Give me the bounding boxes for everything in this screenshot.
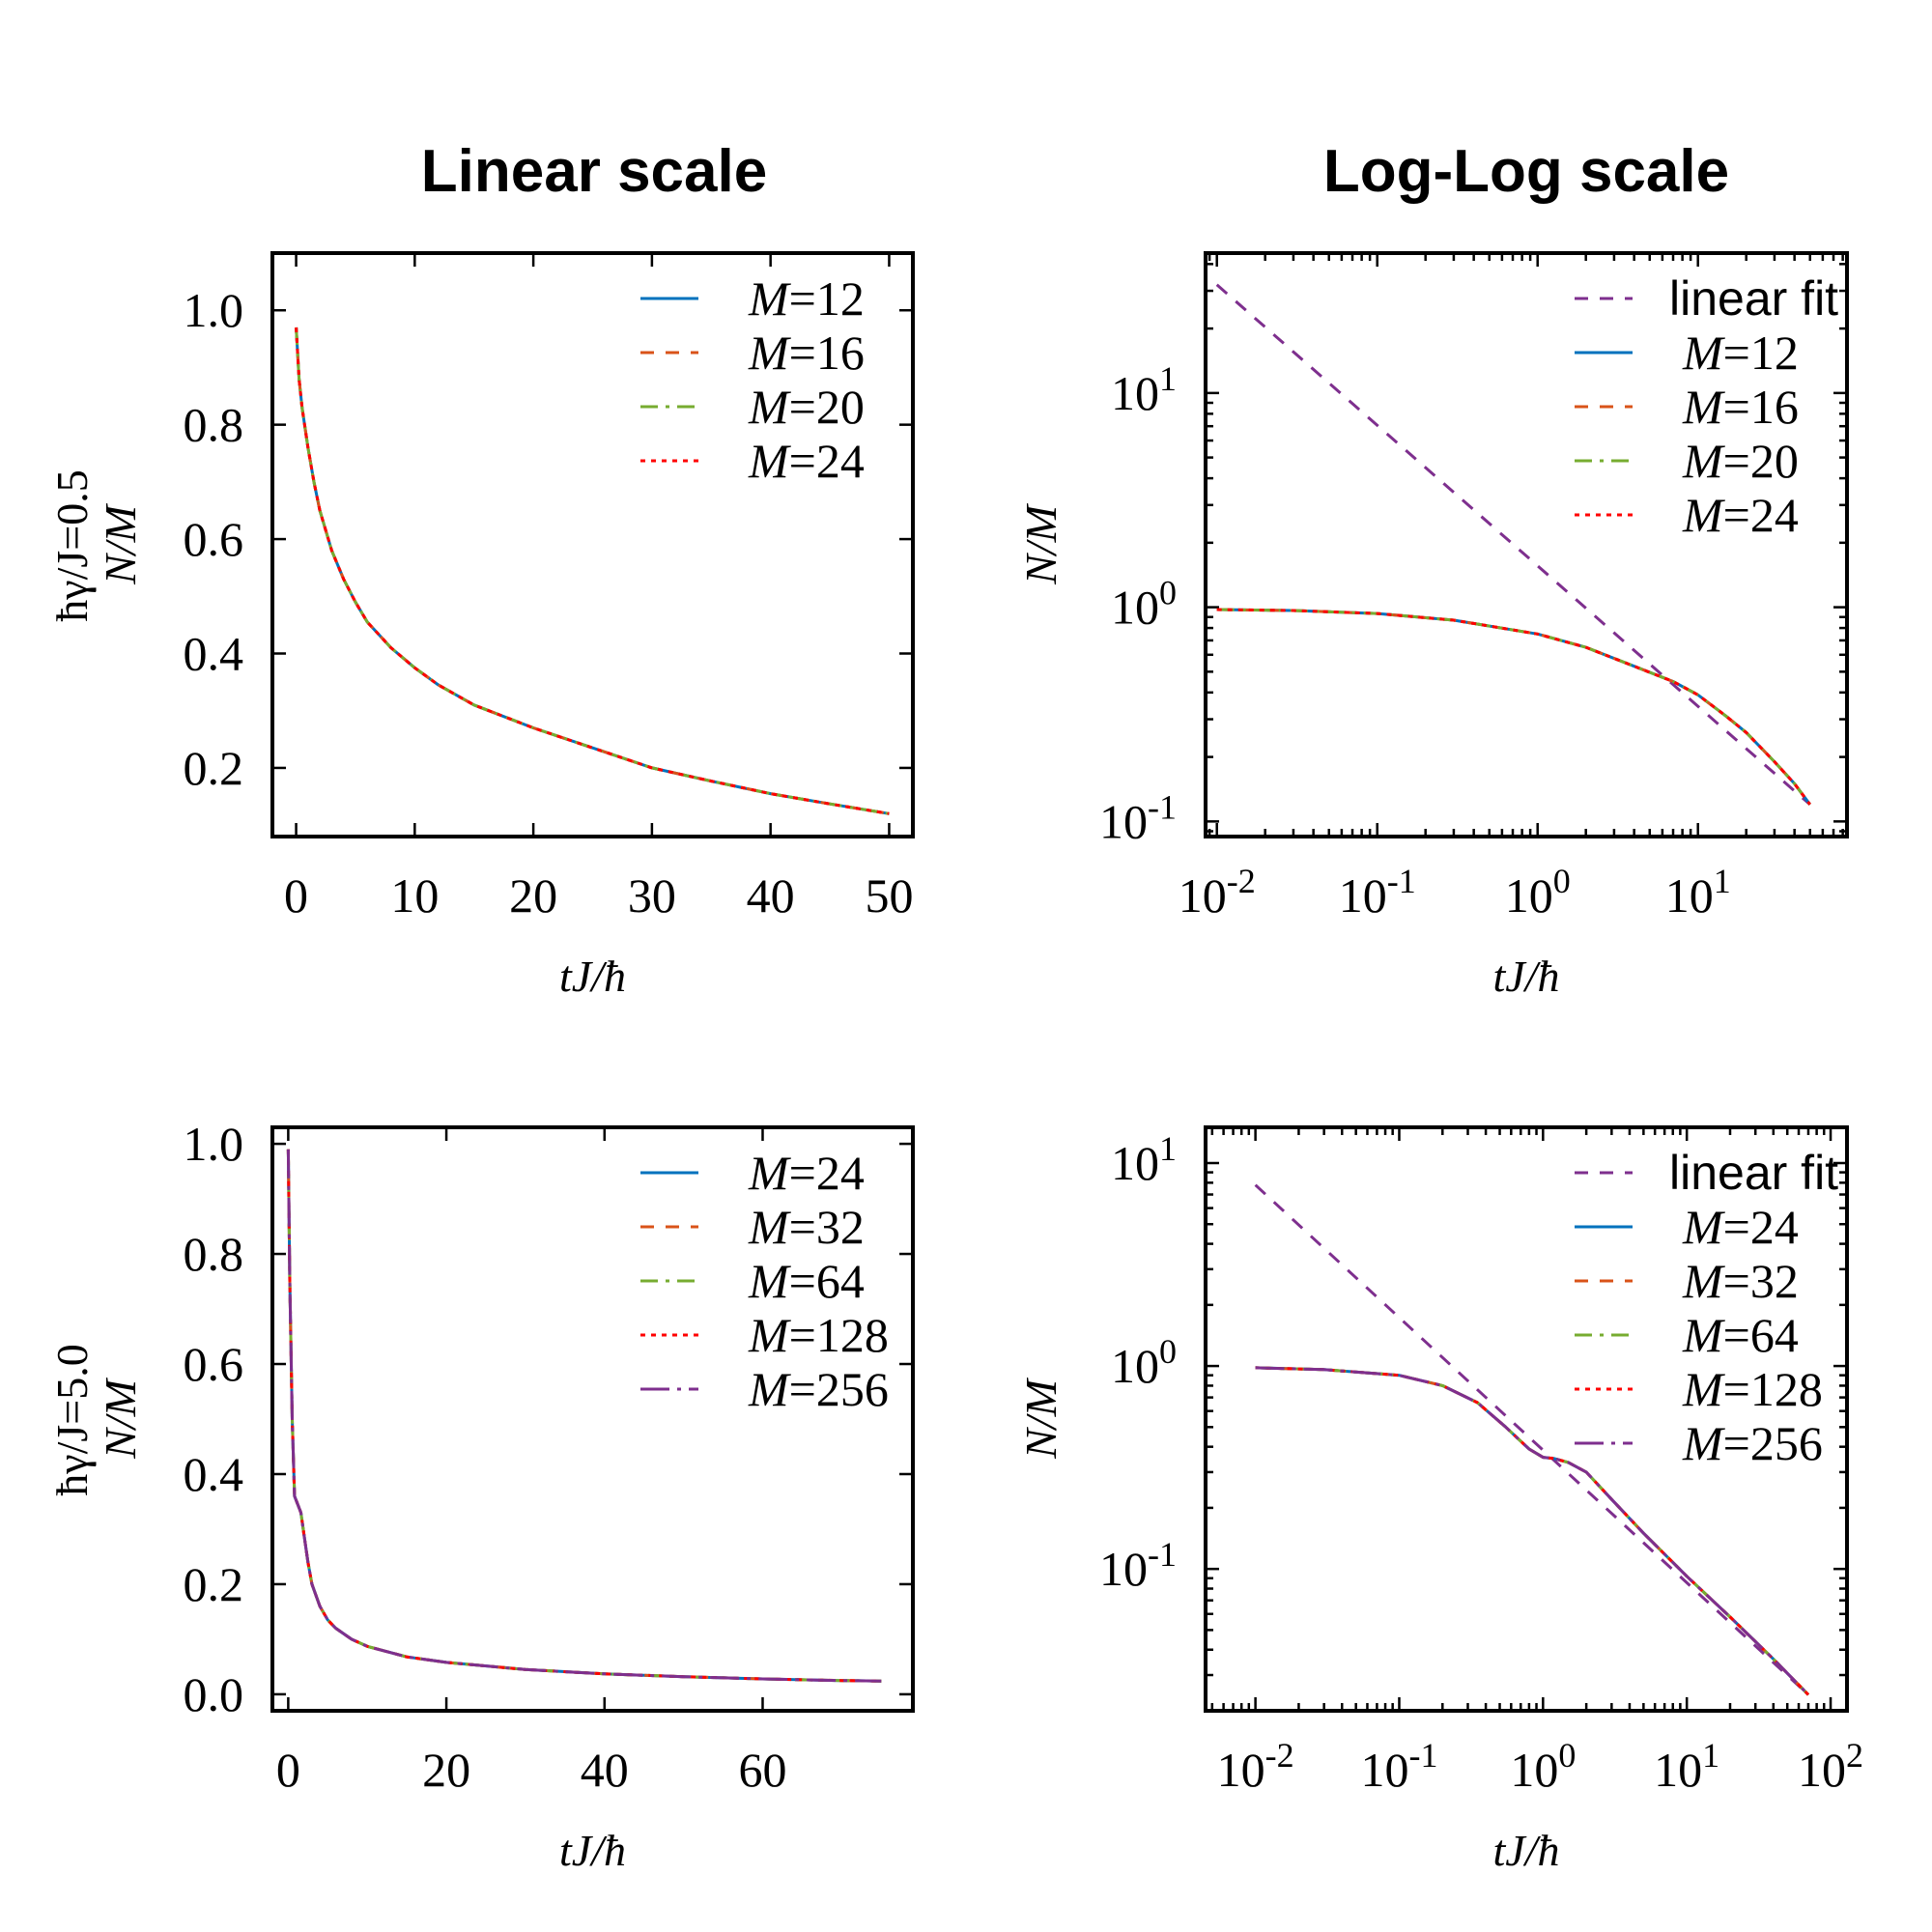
legend-label-m-12: M=12 <box>1682 326 1799 380</box>
y-tick-label: 1.0 <box>184 283 244 337</box>
series-line-linear-fit <box>1215 283 1811 806</box>
legend-label-m-20: M=20 <box>1682 434 1799 488</box>
row-label-top: ħγ/J=0.5 <box>47 469 97 621</box>
legend-label-linear-fit: linear fit <box>1669 1146 1838 1200</box>
x-tick-label: 100 <box>1510 1736 1576 1797</box>
y-tick-label: 0.0 <box>184 1667 244 1721</box>
x-tick-label: 10-1 <box>1339 862 1416 923</box>
x-axis-label: tJ/ħ <box>1493 952 1560 1001</box>
y-axis-label: N/M <box>1016 1377 1065 1459</box>
x-axis-label: tJ/ħ <box>559 952 626 1001</box>
x-tick-label: 101 <box>1654 1736 1719 1797</box>
y-tick-label: 1.0 <box>184 1117 244 1171</box>
legend-label-m-12: M=12 <box>748 271 865 326</box>
panels: 0 10 20 30 40 500.20.40.60.81.0tJ/ħN/MM=12M=1… <box>96 251 1863 1875</box>
x-tick-label: 60 <box>738 1743 786 1797</box>
panel-3: 0 20 40 60 0.0 0.2 0.4 0.6 0.8 1.0 tJ/ħ N/M M=24M=32… <box>96 1117 915 1875</box>
series-line-m-20 <box>1216 608 1811 806</box>
series-line-m-24 <box>295 327 890 815</box>
y-axis-label: N/M <box>96 502 145 584</box>
legend-label-m-32: M=32 <box>1682 1254 1799 1308</box>
legend-label-m-64: M=64 <box>1682 1308 1799 1362</box>
x-tick-label: 10-2 <box>1179 862 1256 923</box>
legend-label-m-24: M=24 <box>1682 1200 1799 1254</box>
y-tick-label: 101 <box>1111 359 1177 420</box>
legend-label-m-256: M=256 <box>748 1362 889 1416</box>
legend-label-linear-fit: linear fit <box>1669 271 1838 326</box>
x-tick-label: 102 <box>1798 1736 1863 1797</box>
x-tick-label: 10-2 <box>1217 1736 1294 1797</box>
plot-frame <box>270 1125 915 1713</box>
series-line-m-256 <box>286 1149 882 1683</box>
y-tick-label: 100 <box>1111 1332 1177 1393</box>
x-tick-label: 101 <box>1665 862 1731 923</box>
legend-label-m-24: M=24 <box>748 1146 865 1200</box>
series-line-m-24 <box>1216 608 1811 806</box>
legend-label-m-256: M=256 <box>1682 1416 1823 1470</box>
x-tick-label: 20 <box>422 1743 470 1797</box>
y-tick-label: 0.2 <box>184 741 244 795</box>
series-line-m-12 <box>1216 608 1811 806</box>
x-tick-label: 30 <box>628 868 676 923</box>
x-tick-label: 40 <box>747 868 795 923</box>
legend-label-m-16: M=16 <box>748 326 865 380</box>
row-label-bottom: ħγ/J=5.0 <box>47 1344 97 1495</box>
x-tick-label: 10-1 <box>1360 1736 1437 1797</box>
y-tick-label: 0.6 <box>184 512 244 566</box>
y-axis-label: N/M <box>96 1377 145 1459</box>
column-title-loglog: Log-Log scale <box>1323 138 1729 205</box>
y-tick-label: 0.4 <box>184 1447 244 1501</box>
y-tick-label: 101 <box>1111 1129 1177 1190</box>
y-tick-label: 10-1 <box>1099 787 1177 848</box>
x-tick-label: 40 <box>581 1743 629 1797</box>
series-line-m-16 <box>1216 608 1811 806</box>
legend-label-m-64: M=64 <box>748 1254 865 1308</box>
legend-label-m-32: M=32 <box>748 1200 865 1254</box>
legend-label-m-128: M=128 <box>1682 1362 1823 1416</box>
legend-label-m-128: M=128 <box>748 1308 889 1362</box>
x-tick-label: 0 <box>284 868 308 923</box>
plot-frame <box>1204 1125 1849 1713</box>
y-tick-label: 0.8 <box>184 398 244 452</box>
legend: M=12M=16M=20M=24 <box>640 271 865 488</box>
y-tick-label: 10-1 <box>1099 1535 1177 1596</box>
y-tick-label: 100 <box>1111 574 1177 635</box>
column-title-linear: Linear scale <box>421 138 767 205</box>
y-tick-label: 0.2 <box>184 1557 244 1611</box>
panel-1: 0 10 20 30 40 50 0.2 0.4 0.6 0.8 1.0 tJ/ħ N/M M=12M=1… <box>96 251 915 1001</box>
x-axis-label: tJ/ħ <box>1493 1826 1560 1875</box>
series-line-m-16 <box>295 327 890 815</box>
x-tick-label: 100 <box>1505 862 1571 923</box>
panel-4: 10-2 10-1 100 101 102 10-1 100 101 tJ/ħ N/M linear… <box>1016 1125 1863 1875</box>
y-tick-label: 0.4 <box>184 627 244 681</box>
legend-label-m-24: M=24 <box>748 434 865 488</box>
legend-label-m-16: M=16 <box>1682 380 1799 434</box>
x-tick-label: 10 <box>390 868 439 923</box>
y-axis-label: N/M <box>1016 502 1065 584</box>
legend-label-m-20: M=20 <box>748 380 865 434</box>
x-tick-label: 50 <box>865 868 913 923</box>
x-tick-label: 20 <box>509 868 557 923</box>
x-axis-label: tJ/ħ <box>559 1826 626 1875</box>
y-tick-label: 0.8 <box>184 1227 244 1281</box>
plot-frame <box>270 251 915 838</box>
y-tick-label: 0.6 <box>184 1337 244 1391</box>
legend-label-m-24: M=24 <box>1682 488 1799 542</box>
plot-frame <box>1204 251 1849 838</box>
series-line-m-256 <box>1255 1366 1810 1696</box>
x-tick-label: 0 <box>276 1743 300 1797</box>
